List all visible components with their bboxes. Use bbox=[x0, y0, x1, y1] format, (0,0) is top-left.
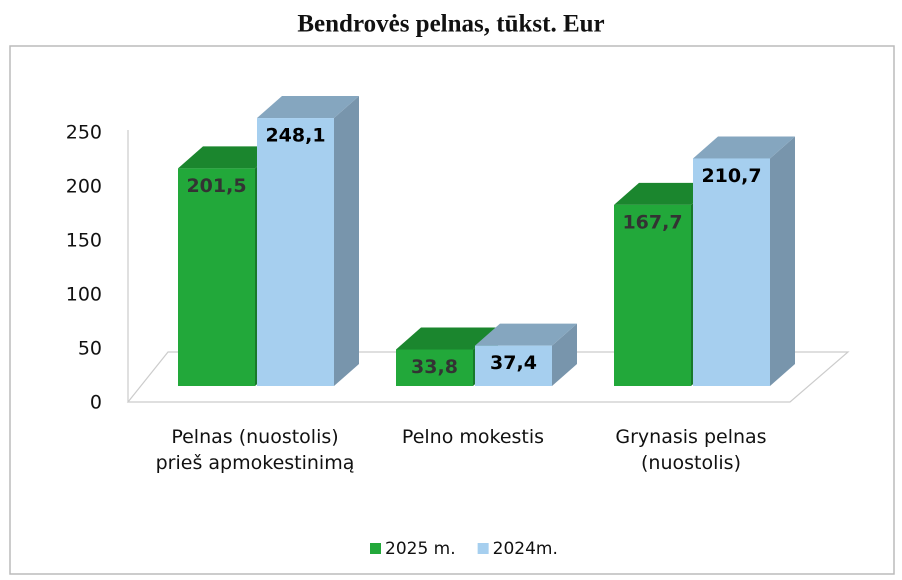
y-tick-label: 250 bbox=[66, 122, 102, 144]
x-tick-label: Pelnas (nuostolis) prieš apmokestinimą bbox=[155, 426, 355, 474]
x-tick-label: Grynasis pelnas (nuostolis) bbox=[615, 426, 767, 474]
value-label: 167,7 bbox=[622, 211, 682, 233]
legend-label: 2024m. bbox=[493, 539, 558, 559]
bar-side bbox=[334, 96, 359, 386]
y-tick-label: 150 bbox=[66, 230, 102, 252]
bar bbox=[178, 168, 255, 386]
legend-swatch bbox=[370, 543, 381, 554]
y-tick-label: 50 bbox=[78, 338, 102, 360]
bar bbox=[475, 345, 552, 386]
bar-top bbox=[257, 96, 359, 119]
y-tick-label: 200 bbox=[66, 176, 102, 198]
bar-side bbox=[552, 323, 577, 386]
chart-title: Bendrovės pelnas, tūkst. Eur bbox=[297, 11, 604, 38]
bar-top bbox=[693, 136, 795, 159]
bar-top bbox=[614, 182, 716, 205]
chart-border bbox=[9, 45, 895, 575]
y-tick-label: 100 bbox=[66, 284, 102, 306]
floor bbox=[126, 351, 850, 403]
bar-top bbox=[396, 327, 498, 350]
legend-label: 2025 m. bbox=[385, 539, 456, 559]
bar-top bbox=[475, 323, 577, 346]
x-tick-label: Pelno mokestis bbox=[401, 426, 545, 448]
bar bbox=[693, 158, 770, 386]
y-tick-label: 0 bbox=[90, 392, 102, 414]
bar-top bbox=[178, 146, 280, 169]
value-label: 37,4 bbox=[490, 352, 537, 374]
value-label: 201,5 bbox=[186, 175, 246, 197]
value-label: 210,7 bbox=[701, 165, 761, 187]
value-label: 248,1 bbox=[265, 125, 325, 147]
legend-swatch bbox=[477, 543, 489, 554]
bar bbox=[614, 204, 691, 386]
value-label: 33,8 bbox=[411, 356, 458, 378]
bar bbox=[257, 118, 334, 386]
bar-side bbox=[770, 136, 795, 386]
bar bbox=[396, 349, 473, 386]
